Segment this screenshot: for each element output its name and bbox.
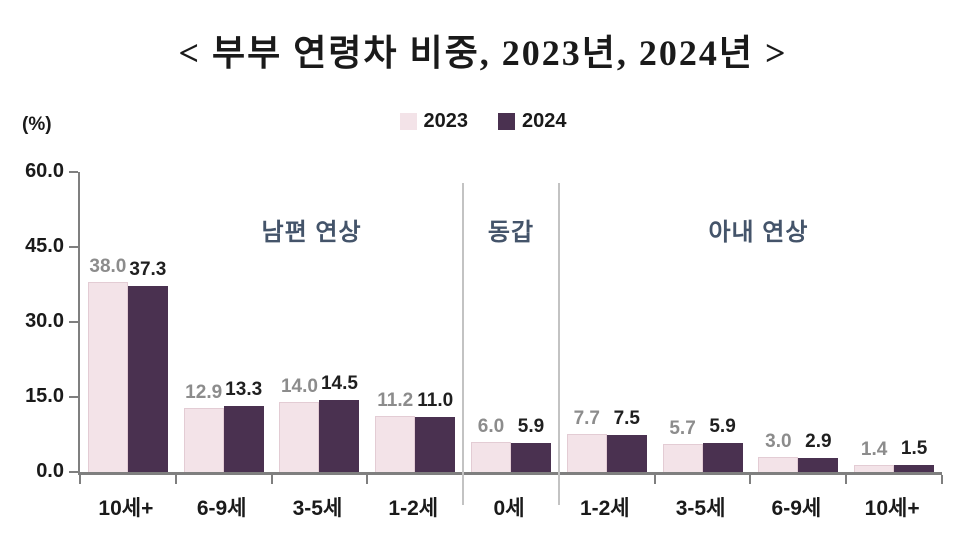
x-tick-mark bbox=[845, 475, 848, 484]
bar-2024-0세: 5.9 bbox=[511, 416, 552, 472]
legend-label: 2024 bbox=[522, 110, 567, 132]
legend-swatch-2024 bbox=[498, 113, 515, 130]
value-label-2023: 12.9 bbox=[185, 381, 223, 403]
bar-groups: 38.0 37.3 12.9 13.3 14.0 14.5 11.2 11.0 6.0 5.9 7.… bbox=[80, 172, 942, 472]
plot-area: 38.0 37.3 12.9 13.3 14.0 14.5 11.2 11.0 6.0 5.9 7.… bbox=[25, 160, 943, 520]
x-axis-label-10세+: 10세+ bbox=[98, 497, 154, 520]
section-divider bbox=[557, 183, 560, 505]
value-label-2023: 38.0 bbox=[89, 256, 127, 277]
chart-title: < 부부 연령차 비중, 2023년, 2024년 > bbox=[178, 33, 788, 73]
value-label-2023: 6.0 bbox=[477, 416, 505, 437]
y-axis-unit-label: (%) bbox=[22, 114, 52, 135]
y-tick-mark bbox=[69, 321, 78, 323]
bar-group-6-9세: 3.0 2.9 bbox=[750, 172, 846, 472]
value-label-2024: 11.0 bbox=[417, 390, 454, 411]
bar-2023-3-5세: 14.0 bbox=[279, 376, 320, 472]
x-axis-label-1-2세: 1-2세 bbox=[388, 497, 439, 520]
bar-group-1-2세: 7.7 7.5 bbox=[559, 172, 655, 472]
value-label-2023: 7.7 bbox=[573, 407, 601, 429]
x-axis-label-6-9세: 6-9세 bbox=[771, 497, 822, 520]
bar-2023-1-2세: 11.2 bbox=[375, 390, 416, 472]
bar-2024-3-5세: 14.5 bbox=[319, 373, 360, 472]
y-tick-label: 60.0 bbox=[25, 160, 64, 182]
legend-item-2023: 2023 bbox=[399, 110, 469, 133]
value-label-2023: 5.7 bbox=[669, 417, 696, 439]
bar-2024-3-5세: 5.9 bbox=[702, 416, 743, 472]
value-label-2023: 11.2 bbox=[377, 390, 414, 411]
bar-2023-6-9세: 12.9 bbox=[183, 382, 224, 472]
value-label-2024: 7.5 bbox=[613, 407, 641, 429]
value-label-2024: 5.9 bbox=[709, 415, 736, 437]
y-tick-mark bbox=[69, 171, 78, 173]
bar-2024-6-9세: 2.9 bbox=[798, 431, 839, 472]
bar-2024-6-9세: 13.3 bbox=[223, 379, 264, 472]
y-tick-mark bbox=[69, 396, 78, 398]
value-label-2024: 37.3 bbox=[129, 258, 167, 280]
x-tick-mark bbox=[653, 475, 656, 484]
y-tick-label: 30.0 bbox=[25, 310, 64, 332]
x-axis-label-10세+: 10세+ bbox=[864, 497, 920, 520]
x-axis-label-0세: 0세 bbox=[493, 497, 525, 520]
bar-group-3-5세: 14.0 14.5 bbox=[272, 172, 368, 472]
bar-2024-1-2세: 11.0 bbox=[415, 390, 456, 472]
section-divider bbox=[462, 183, 465, 505]
x-tick-mark bbox=[79, 475, 81, 484]
bar-2024-10세+: 37.3 bbox=[127, 259, 168, 472]
section-label-2: 아내 연상 bbox=[708, 219, 809, 246]
y-tick-label: 15.0 bbox=[25, 385, 64, 407]
value-label-2023: 1.4 bbox=[860, 439, 888, 460]
legend-item-2024: 2024 bbox=[498, 110, 567, 133]
bar-2023-0세: 6.0 bbox=[471, 416, 512, 472]
bar-2024-10세+: 1.5 bbox=[894, 438, 935, 472]
value-label-2023: 3.0 bbox=[765, 431, 792, 452]
x-axis-label-1-2세: 1-2세 bbox=[579, 497, 630, 520]
y-tick-mark bbox=[69, 246, 78, 248]
value-label-2023: 14.0 bbox=[280, 376, 318, 397]
x-axis-label-6-9세: 6-9세 bbox=[196, 497, 247, 520]
y-tick-mark bbox=[69, 471, 78, 473]
x-axis-label-3-5세: 3-5세 bbox=[675, 497, 726, 520]
bar-group-3-5세: 5.7 5.9 bbox=[655, 172, 751, 472]
bar-2023-10세+: 1.4 bbox=[854, 439, 895, 472]
legend-label: 2023 bbox=[423, 110, 469, 132]
value-label-2024: 14.5 bbox=[320, 372, 358, 394]
x-tick-mark bbox=[270, 475, 273, 484]
bar-group-6-9세: 12.9 13.3 bbox=[176, 172, 272, 472]
bar-group-0세: 6.0 5.9 bbox=[463, 172, 559, 472]
plot-frame: 38.0 37.3 12.9 13.3 14.0 14.5 11.2 11.0 6.0 5.9 7.… bbox=[25, 160, 943, 505]
value-label-2024: 1.5 bbox=[900, 437, 928, 459]
bar-2023-6-9세: 3.0 bbox=[758, 431, 799, 472]
x-axis-labels: 10세+ 6-9세 3-5세 1-2세 0세 1-2세 3-5세 6-9세 10세+ bbox=[78, 492, 940, 522]
x-tick-mark bbox=[174, 475, 177, 484]
x-axis-label-3-5세: 3-5세 bbox=[292, 497, 343, 520]
y-tick-label: 0.0 bbox=[36, 460, 64, 482]
legend-swatch-2023 bbox=[399, 113, 417, 130]
x-tick-mark bbox=[941, 475, 943, 484]
y-tick-label: 45.0 bbox=[25, 235, 64, 257]
section-label-1: 동갑 bbox=[487, 219, 535, 246]
bar-2024-1-2세: 7.5 bbox=[606, 408, 647, 472]
bar-2023-10세+: 38.0 bbox=[87, 256, 128, 472]
bar-group-1-2세: 11.2 11.0 bbox=[367, 172, 463, 472]
bar-2023-3-5세: 5.7 bbox=[662, 418, 703, 472]
x-tick-mark bbox=[366, 475, 369, 484]
section-label-0: 남편 연상 bbox=[261, 219, 362, 246]
value-label-2024: 2.9 bbox=[805, 430, 832, 452]
bar-2023-1-2세: 7.7 bbox=[566, 408, 607, 472]
bar-group-10세+: 38.0 37.3 bbox=[80, 172, 176, 472]
legend: 2023 2024 bbox=[0, 110, 966, 133]
value-label-2024: 5.9 bbox=[517, 415, 545, 437]
bar-group-10세+: 1.4 1.5 bbox=[846, 172, 942, 472]
x-tick-mark bbox=[749, 475, 752, 484]
value-label-2024: 13.3 bbox=[225, 378, 263, 400]
